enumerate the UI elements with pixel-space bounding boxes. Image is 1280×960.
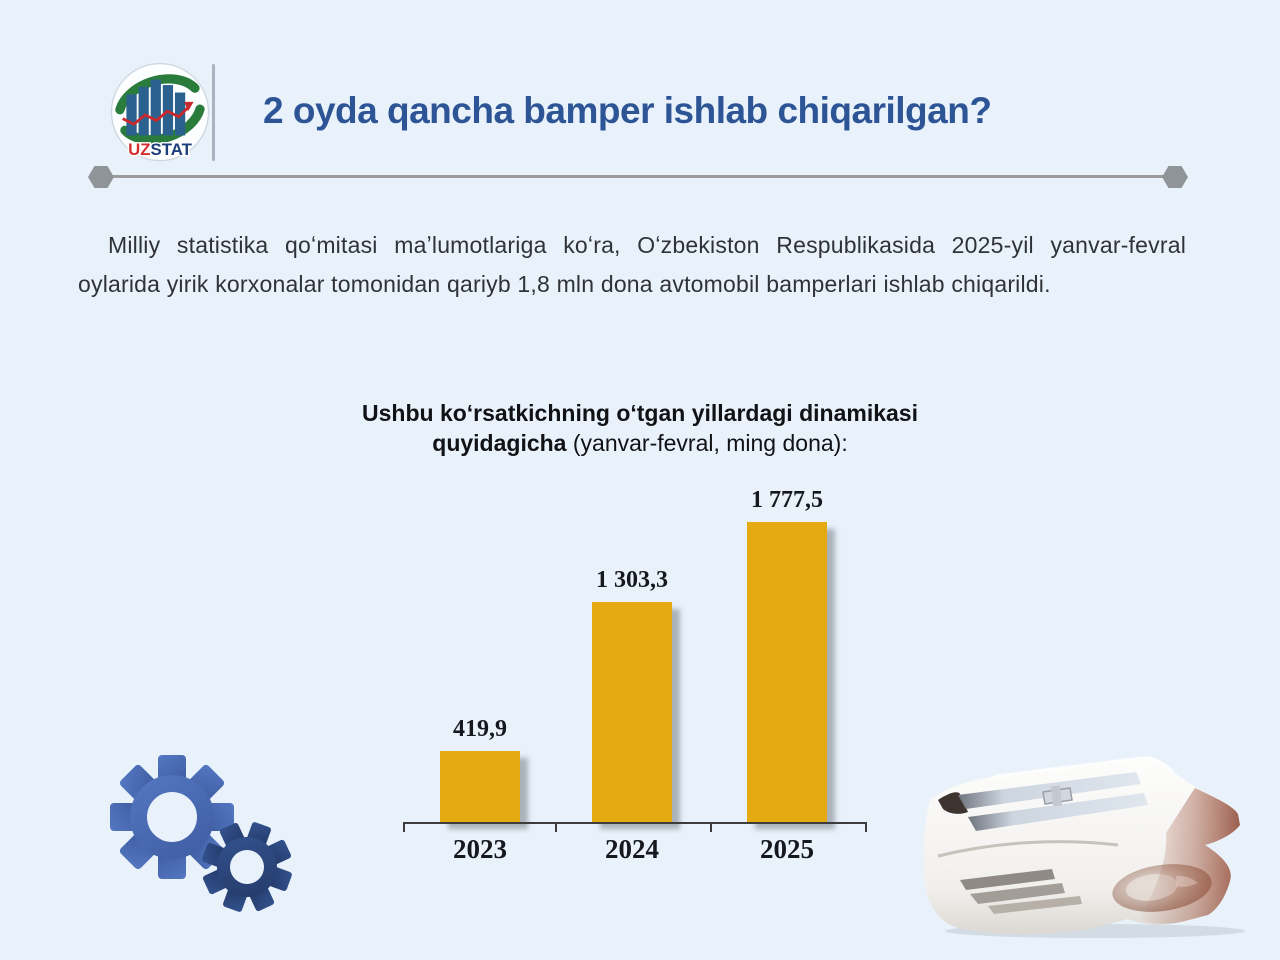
x-axis-tick — [403, 822, 405, 832]
logo-text-stat: STAT — [151, 140, 193, 159]
logo-bar-chart — [122, 79, 194, 136]
divider-endpoint-right — [1162, 166, 1188, 188]
chart-heading-normal: (yanvar-fevral, ming dona): — [566, 430, 848, 456]
uzstat-logo: UZSTAT — [104, 58, 216, 170]
chart-heading-bold: Ushbu koʻrsatkichning oʻtgan yillardagi … — [362, 400, 918, 456]
divider-endpoint-left — [88, 166, 114, 188]
x-axis-tick — [865, 822, 867, 832]
chart-heading: Ushbu koʻrsatkichning oʻtgan yillardagi … — [300, 398, 980, 458]
intro-paragraph: Milliy statistika qoʻmitasi maʼlumotlari… — [78, 232, 1186, 297]
bar-value-2025: 1 777,5 — [751, 487, 823, 513]
logo-title-separator — [212, 64, 215, 161]
gears-icon — [95, 745, 305, 925]
bar-value-2024: 1 303,3 — [596, 567, 668, 593]
x-tick-label-2024: 2024 — [605, 834, 659, 864]
small-gear — [202, 822, 292, 912]
x-axis-tick — [710, 822, 712, 832]
x-tick-label-2025: 2025 — [760, 834, 814, 864]
car-bumper-photo — [900, 738, 1252, 940]
gears-svg — [110, 755, 292, 912]
svg-text:UZSTAT: UZSTAT — [128, 140, 192, 159]
logo-text-uz: UZ — [128, 140, 150, 159]
car-bumper-svg — [923, 756, 1245, 938]
bar-2025 — [747, 522, 827, 822]
large-gear — [110, 755, 234, 879]
bar-2024 — [592, 602, 672, 822]
bar-2023 — [440, 751, 520, 822]
page-title: 2 oyda qancha bamper ishlab chiqarilgan? — [263, 90, 992, 131]
bar-chart: 419,9 1 303,3 1 777,5 2023 2024 2025 — [403, 487, 867, 870]
header-divider — [101, 175, 1175, 178]
x-axis-tick — [555, 822, 557, 832]
x-tick-label-2023: 2023 — [453, 834, 507, 864]
uzstat-logo-icon: UZSTAT — [110, 62, 210, 162]
bar-value-2023: 419,9 — [453, 716, 507, 742]
x-axis-line — [403, 822, 867, 824]
